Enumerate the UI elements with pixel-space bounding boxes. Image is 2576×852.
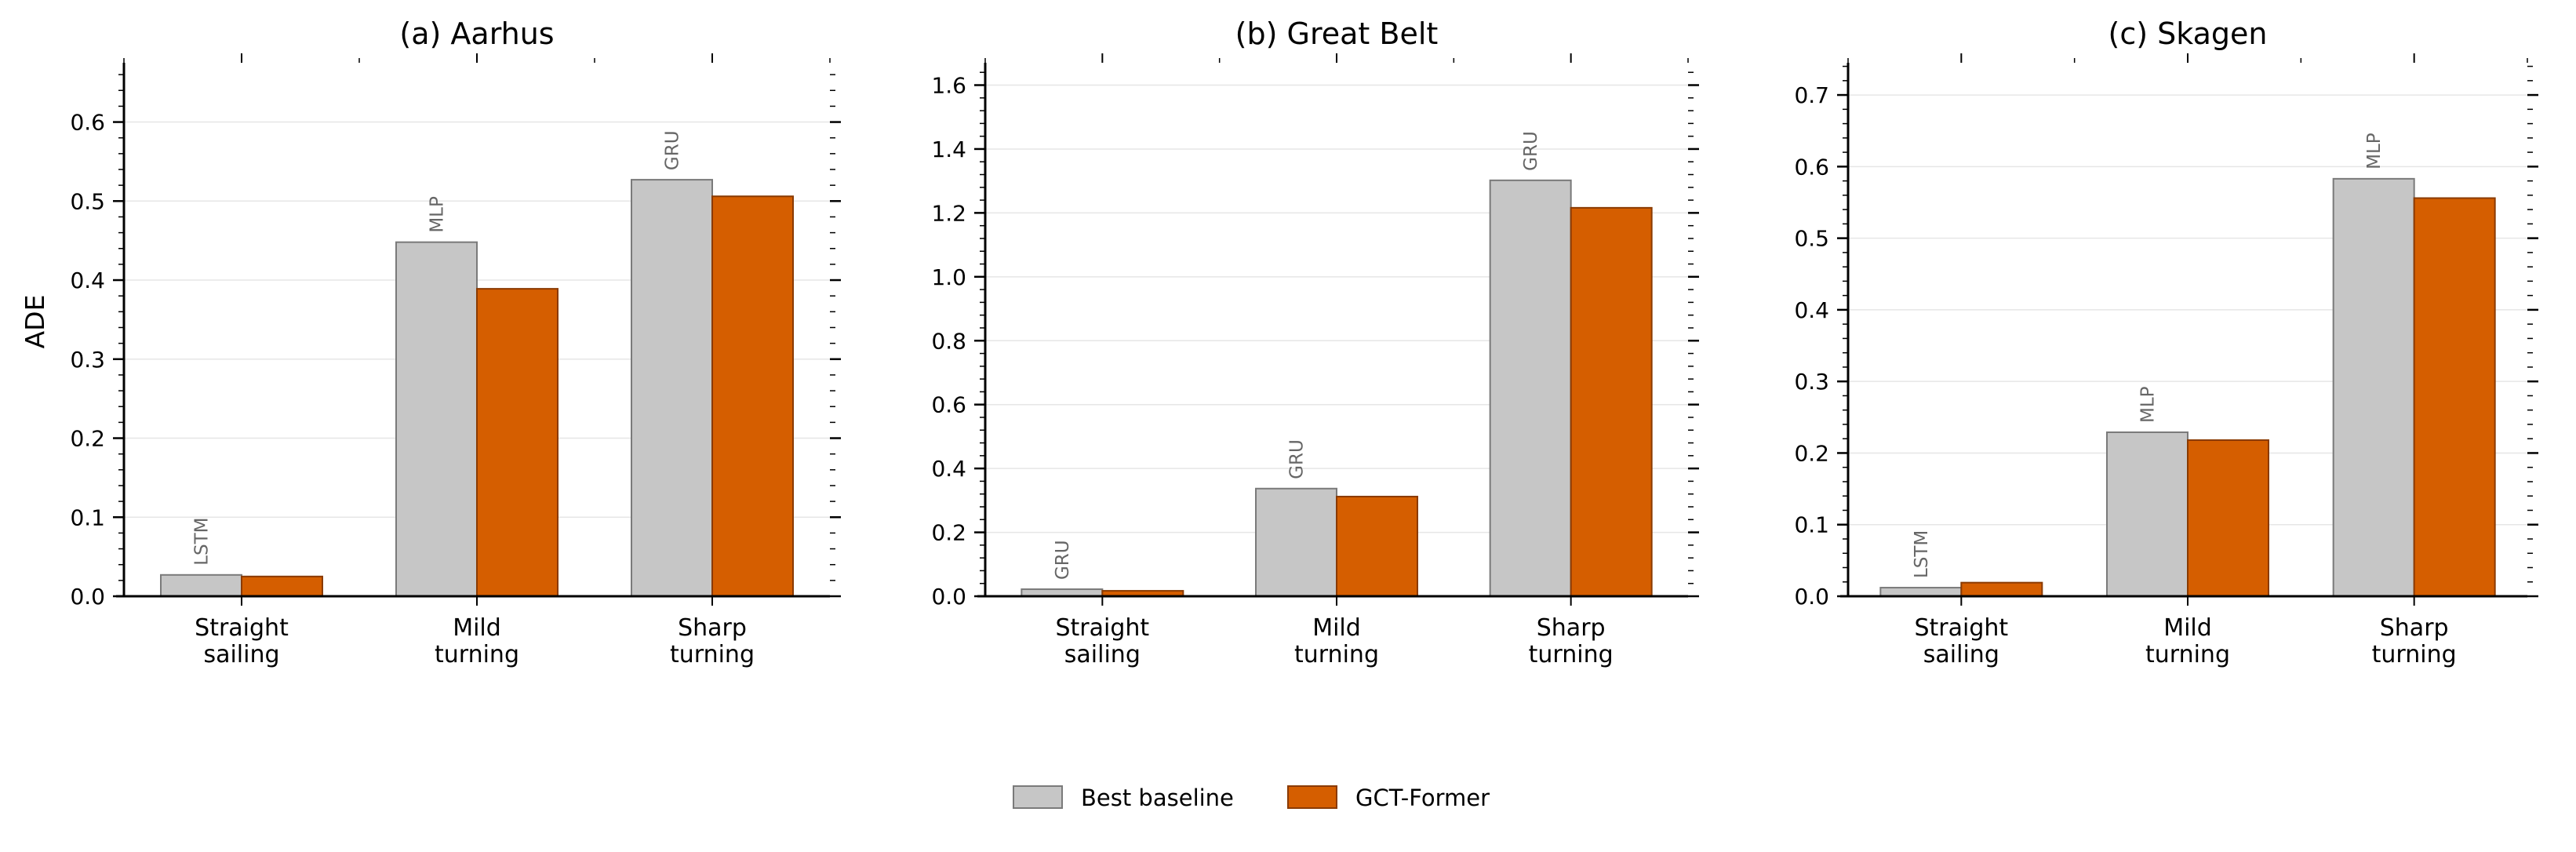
y-tick-label: 0.1 (1794, 512, 1829, 538)
y-tick-label: 0.7 (1794, 82, 1829, 108)
panel-title: (a) Aarhus (399, 16, 554, 51)
legend-label: GCT-Former (1355, 785, 1490, 811)
category-label: Sharp turning (670, 614, 755, 668)
y-tick-label: 0.4 (70, 268, 105, 293)
category-label: Straight sailing (1914, 614, 2008, 668)
y-tick-label: 0.6 (1794, 154, 1829, 180)
bar-annotation: GRU (1053, 540, 1073, 580)
bar-best-baseline (1489, 179, 1572, 598)
bar-gct-former (2187, 439, 2269, 597)
y-tick-label: 0.2 (70, 426, 105, 452)
category-label: Sharp turning (1529, 614, 1614, 668)
y-tick-label: 0.8 (931, 328, 966, 354)
bar-gct-former (1960, 581, 2043, 597)
category-label: Straight sailing (1055, 614, 1149, 668)
category-label: Mild turning (2145, 614, 2230, 668)
y-tick-label: 0.3 (1794, 369, 1829, 395)
bar-best-baseline (1255, 487, 1337, 597)
bar-best-baseline (631, 179, 713, 597)
category-label: Mild turning (1294, 614, 1379, 668)
bar-annotation: MLP (2138, 386, 2159, 423)
bar-best-baseline (2332, 177, 2415, 597)
y-axis-label: ADE (20, 295, 50, 349)
legend: Best baseline GCT-Former (1013, 785, 1490, 811)
legend-swatch (1013, 785, 1063, 809)
legend-swatch (1287, 785, 1337, 809)
y-tick-label: 0.6 (70, 110, 105, 136)
panel-title: (c) Skagen (2108, 16, 2268, 51)
y-tick-label: 0.5 (1794, 226, 1829, 252)
bar-best-baseline (395, 241, 478, 597)
y-tick-label: 1.0 (931, 264, 966, 290)
y-tick-label: 0.5 (70, 188, 105, 214)
y-tick-label: 1.4 (931, 137, 966, 162)
y-tick-label: 0.6 (931, 392, 966, 418)
y-tick-label: 0.4 (1794, 297, 1829, 323)
bar-annotation: GRU (663, 130, 683, 170)
bar-gct-former (476, 288, 558, 597)
y-tick-label: 0.0 (1794, 584, 1829, 610)
bar-annotation: GRU (1521, 131, 1541, 171)
bar-annotation: GRU (1287, 439, 1308, 479)
y-tick-label: 0.2 (931, 520, 966, 546)
bar-best-baseline (1879, 587, 1963, 598)
y-tick-label: 0.1 (70, 504, 105, 530)
panel-title: (b) Great Belt (1235, 16, 1439, 51)
y-tick-label: 0.4 (931, 456, 966, 482)
y-tick-label: 1.2 (931, 200, 966, 226)
bar-gct-former (241, 575, 323, 598)
y-tick-label: 0.0 (931, 584, 966, 610)
bar-gct-former (2413, 197, 2496, 597)
category-label: Straight sailing (195, 614, 289, 668)
chart-panel-3: LSTM Straight sailing MLP Mild turning MLP Shar… (1794, 16, 2538, 668)
bar-gct-former (711, 195, 794, 597)
bar-gct-former (1570, 206, 1653, 597)
y-tick-label: 0.2 (1794, 440, 1829, 466)
bar-best-baseline (160, 573, 242, 597)
chart-panel-1: LSTM Straight sailing MLP Mild turning GRU Shar… (20, 16, 841, 668)
category-label: Mild turning (435, 614, 519, 668)
chart-panel-2: GRU Straight sailing GRU Mild turning GRU Sharp… (931, 16, 1699, 668)
bar-annotation: MLP (428, 196, 448, 233)
y-tick-label: 1.6 (931, 73, 966, 99)
legend-label: Best baseline (1081, 785, 1234, 811)
category-label: Sharp turning (2372, 614, 2457, 668)
bar-annotation: MLP (2364, 133, 2385, 169)
y-tick-label: 0.0 (70, 584, 105, 610)
y-tick-label: 0.3 (70, 347, 105, 373)
bar-annotation: LSTM (192, 517, 213, 565)
bar-best-baseline (2106, 431, 2189, 597)
bar-annotation: LSTM (1912, 530, 1932, 578)
bar-gct-former (1336, 495, 1418, 597)
